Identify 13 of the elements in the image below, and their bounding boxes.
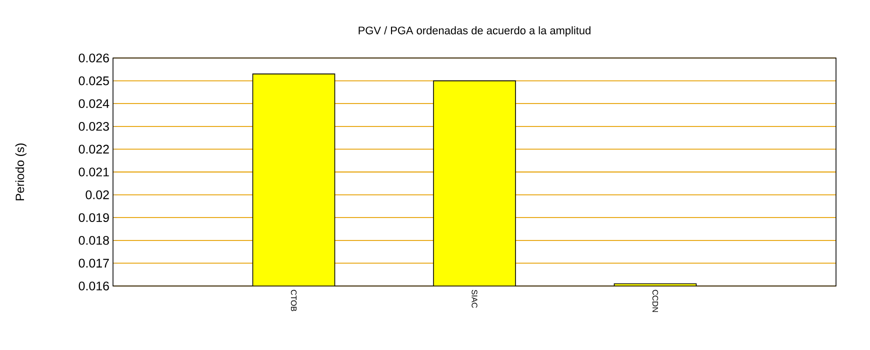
y-tick-label: 0.02	[86, 190, 109, 200]
y-tick-label: 0.021	[78, 168, 109, 176]
y-tick-label: 0.026	[78, 54, 109, 62]
chart-title: PGV / PGA ordenadas de acuerdo a la amplitud	[358, 26, 590, 36]
y-axis-title: Periodo (s)	[15, 144, 26, 200]
y-tick-label: 0.017	[78, 258, 109, 268]
y-tick-label: 0.019	[78, 213, 109, 222]
y-tick-label: 0.018	[78, 236, 109, 245]
y-tick-label: 0.024	[78, 99, 110, 108]
y-tick-label: 0.022	[78, 144, 109, 154]
y-tick-label: 0.016	[78, 282, 109, 290]
y-tick-label: 0.023	[78, 122, 109, 131]
y-tick-label: 0.025	[78, 76, 109, 86]
